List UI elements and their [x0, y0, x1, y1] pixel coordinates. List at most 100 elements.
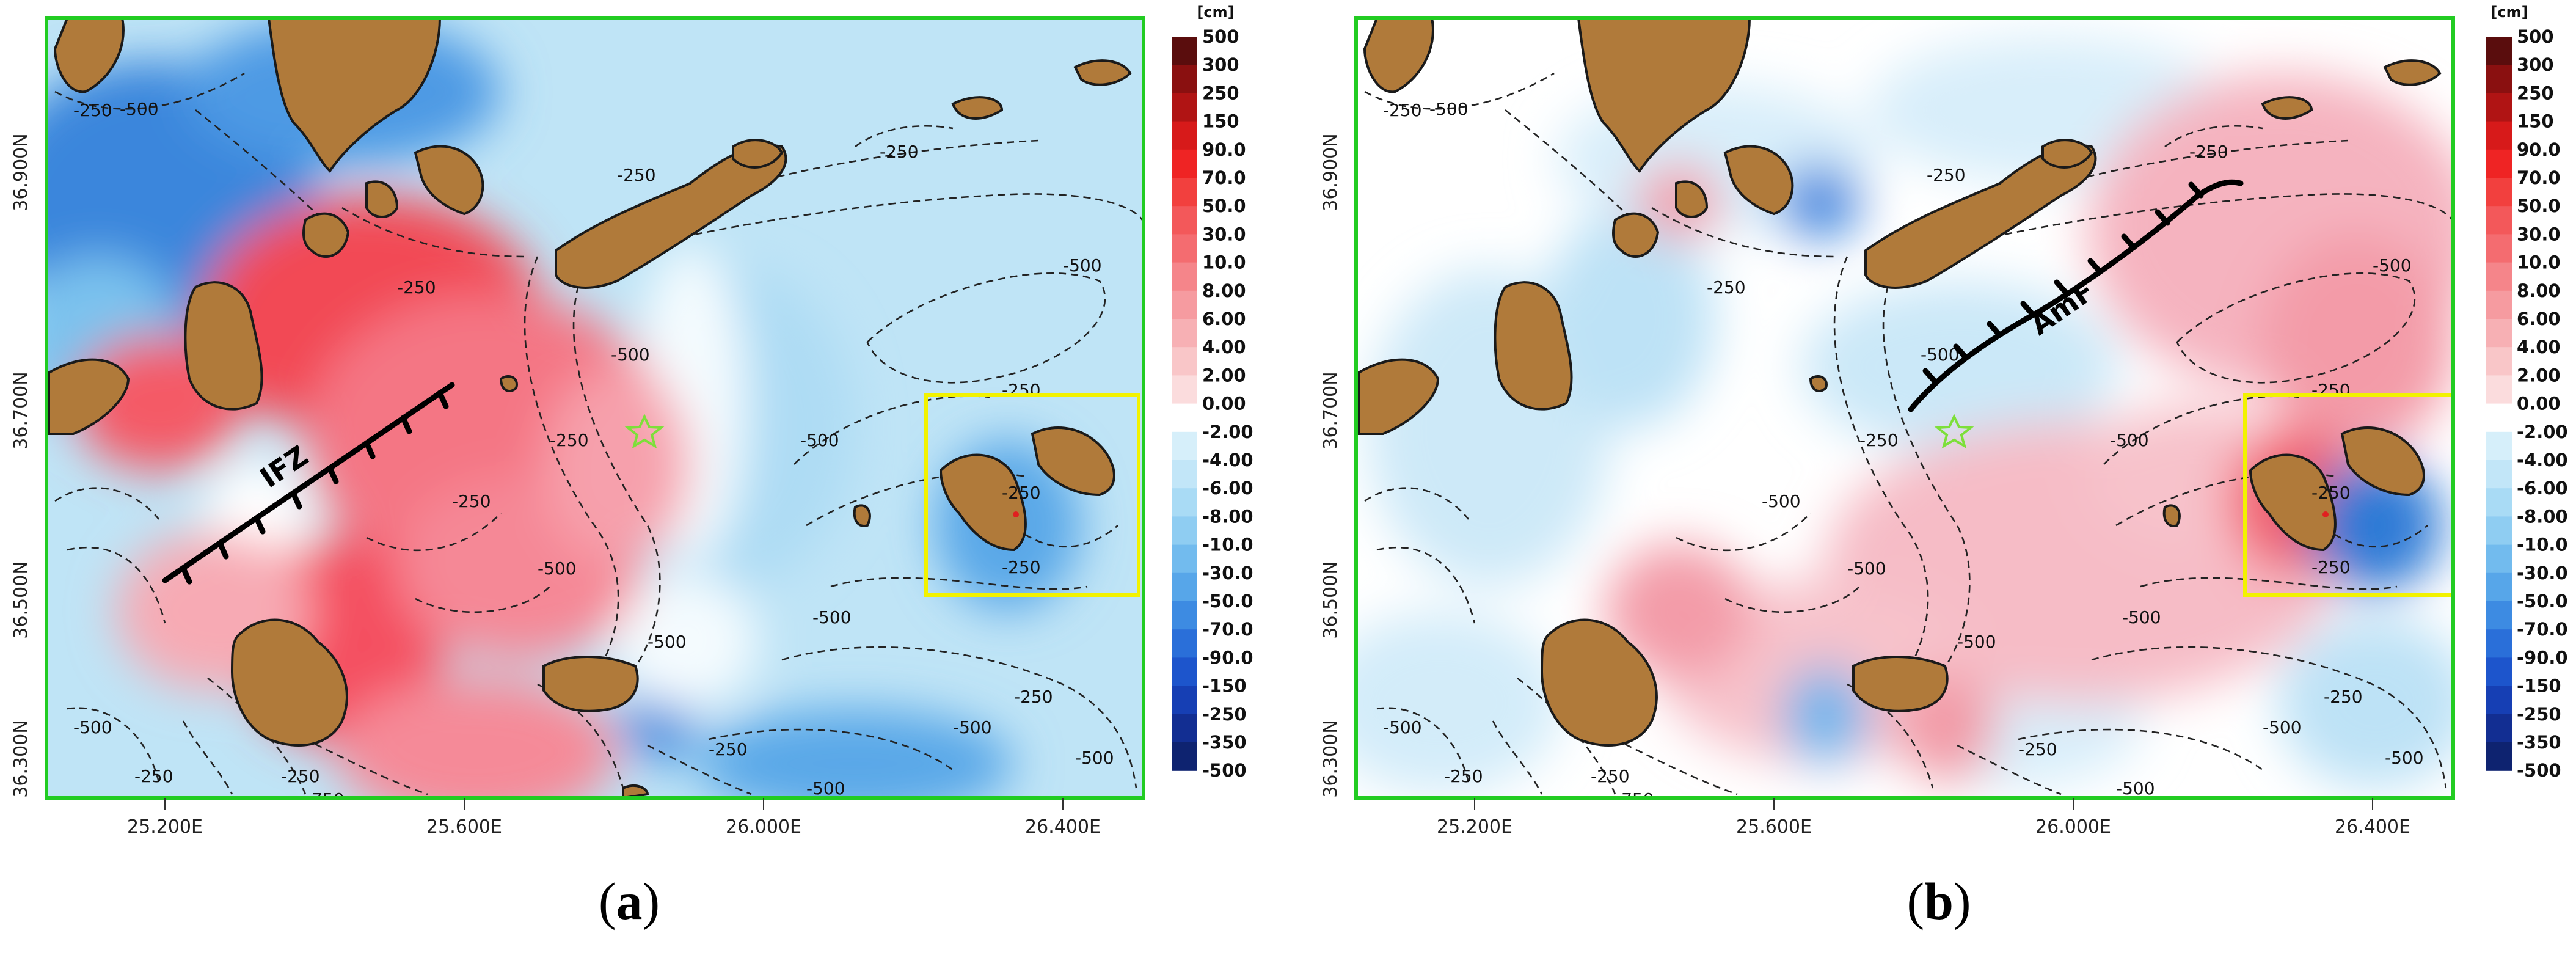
contour-label: -250 — [73, 100, 112, 120]
colorbar-label: 300 — [2517, 54, 2554, 75]
colorbar-swatch — [2486, 65, 2512, 93]
unit-label: [cm] — [2490, 4, 2528, 21]
colorbar-label: -4.00 — [1202, 450, 1253, 470]
colorbar-swatch — [1172, 686, 1197, 715]
contour-label: -250 — [2018, 739, 2057, 759]
colorbar-label: -50.0 — [1202, 591, 1253, 612]
colorbar-swatch — [2486, 206, 2512, 235]
contour-label: -250 — [2189, 142, 2228, 162]
colorbar-label: 500 — [2517, 26, 2554, 47]
colorbar-label: 0.00 — [2517, 393, 2561, 414]
colorbar-label: 90.0 — [2517, 139, 2561, 160]
colorbar-label: 50.0 — [2517, 196, 2561, 216]
colorbar-swatch — [2486, 572, 2512, 602]
colorbar-label: 300 — [1202, 54, 1239, 75]
colorbar-swatch — [2486, 714, 2512, 743]
colorbar-swatch — [1172, 572, 1197, 602]
colorbar-label: 2.00 — [2517, 365, 2561, 386]
contour-label: -500 — [120, 99, 159, 119]
contour-label: -250 — [397, 277, 436, 298]
contour-label: -250 — [1002, 483, 1041, 503]
islands — [1357, 18, 2442, 747]
lon-tick: 26.400E — [1025, 816, 1101, 838]
colorbar-swatch — [2486, 319, 2512, 348]
colorbar-swatch — [2486, 121, 2512, 150]
colorbar-swatch — [2486, 686, 2512, 715]
colorbar-swatch — [2486, 234, 2512, 263]
colorbar-label: 90.0 — [1202, 139, 1246, 160]
contour-label: -500 — [806, 778, 845, 799]
colorbar-a: 500 300 250 150 90.0 70.0 50.0 30.0 10.0 8.00 6.00… — [1172, 26, 1253, 781]
colorbar-swatch — [1172, 65, 1197, 93]
colorbar-swatch — [1172, 93, 1197, 122]
colorbar-label: 0.00 — [1202, 393, 1246, 414]
contour-label: -500 — [1075, 748, 1114, 768]
colorbar-swatch — [1172, 742, 1197, 771]
colorbar-label: 250 — [1202, 82, 1239, 103]
contour-label: -500 — [1957, 632, 1996, 652]
caption-letter: a — [616, 872, 643, 931]
contour-label: -250 — [1591, 766, 1630, 786]
colorbar-swatch — [2486, 375, 2512, 404]
lon-tick: 26.000E — [726, 816, 801, 838]
contour-label: -250 — [281, 766, 320, 786]
colorbar-label: 150 — [2517, 111, 2554, 132]
colorbar-swatch — [1172, 178, 1197, 207]
contour-label: -500 — [538, 558, 577, 579]
contour-label: -250 — [1002, 380, 1041, 400]
red-marker — [2322, 511, 2329, 517]
lat-tick: 36.700N — [1320, 371, 1341, 449]
colorbar-swatch — [1172, 290, 1197, 320]
colorbar-label: 2.00 — [1202, 365, 1246, 386]
colorbar-label: -50.0 — [2517, 591, 2568, 612]
colorbar-swatch — [2486, 601, 2512, 630]
colorbar-swatch — [2486, 488, 2512, 517]
caption-b: (b) — [1906, 872, 1971, 931]
colorbar-label: 4.00 — [1202, 337, 1246, 357]
epicenter-star-icon — [1934, 414, 1974, 449]
contour-label: -250 — [1014, 687, 1053, 707]
colorbar-label: -6.00 — [2517, 478, 2568, 499]
inset-box — [924, 393, 1140, 597]
lon-tick: 25.600E — [1736, 816, 1812, 838]
contour-label: -500 — [953, 717, 992, 737]
colorbar-label: -350 — [1202, 732, 1247, 753]
colorbar-swatch — [2486, 347, 2512, 376]
colorbar-label: -250 — [1202, 704, 1247, 725]
contour-label: -250 — [880, 142, 919, 162]
colorbar-label: -2.00 — [1202, 422, 1253, 442]
colorbar-label: -90.0 — [2517, 647, 2568, 668]
colorbar-label: 8.00 — [1202, 280, 1246, 301]
contour-label: -250 — [1927, 165, 1966, 185]
colorbar-label: 4.00 — [2517, 337, 2561, 357]
panel-b: -250 -500 -250 -250 -500 -500 -250 -250 … — [1320, 4, 2568, 838]
colorbar-swatch — [1172, 319, 1197, 348]
colorbar-label: -10.0 — [2517, 535, 2568, 555]
colorbar-label: 10.0 — [2517, 252, 2561, 273]
colorbar-label: -2.00 — [2517, 422, 2568, 442]
fault-line-ifz — [162, 382, 455, 585]
colorbar-label: 70.0 — [2517, 167, 2561, 188]
colorbar-label: -500 — [1202, 760, 1247, 781]
colorbar-swatch — [1172, 375, 1197, 404]
colorbar-label: -8.00 — [1202, 506, 1253, 527]
contour-label: -500 — [1921, 345, 1960, 365]
colorbar-swatch — [1172, 121, 1197, 150]
map-frame — [1354, 16, 2455, 800]
colorbar-label: 50.0 — [1202, 196, 1246, 216]
contour-label: -500 — [2385, 748, 2424, 768]
colorbar-swatch — [1172, 460, 1197, 489]
contour-label: -500 — [2122, 607, 2161, 627]
contour-label: -500 — [800, 430, 839, 450]
colorbar-b: 500 300 250 150 90.0 70.0 50.0 30.0 10.0 8.00 6.00… — [2486, 26, 2568, 781]
colorbar-label: -4.00 — [2517, 450, 2568, 470]
lon-axis — [164, 798, 1064, 810]
colorbar-swatch — [2486, 629, 2512, 658]
lon-tick: 25.200E — [127, 816, 203, 838]
contour-label: -250 — [550, 430, 589, 450]
colorbar-swatch — [2486, 431, 2512, 461]
map-area-a: -250 -500 -250 -250 -500 -500 -250 -250 … — [46, 18, 1144, 799]
colorbar-label: 150 — [1202, 111, 1239, 132]
caption-letter: b — [1924, 872, 1954, 931]
colorbar-swatch — [1172, 234, 1197, 263]
